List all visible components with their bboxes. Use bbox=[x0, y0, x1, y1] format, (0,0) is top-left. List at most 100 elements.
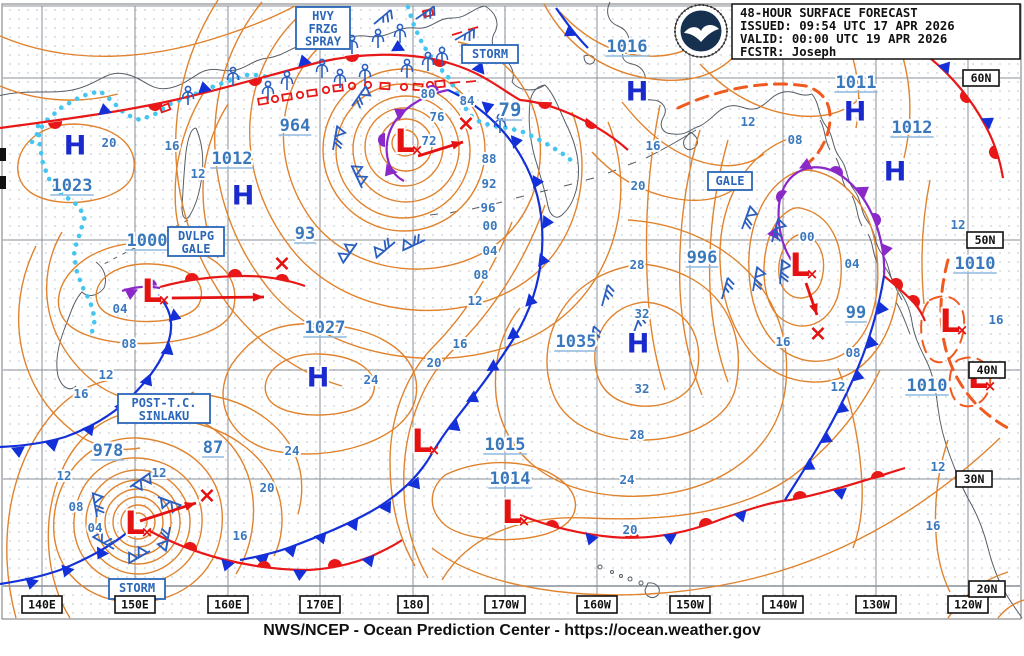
isobar-label: 28 bbox=[629, 427, 644, 442]
longitude-box bbox=[484, 595, 526, 614]
high-symbol: H bbox=[844, 97, 867, 128]
isobar-label: 32 bbox=[634, 381, 649, 396]
isobar-label: 72 bbox=[421, 133, 436, 148]
isobar-label: 32 bbox=[634, 306, 649, 321]
isobar-label: 16 bbox=[988, 312, 1003, 327]
warning-box-label: FRZG bbox=[309, 22, 338, 36]
fronts-gale-low bbox=[766, 157, 927, 501]
lat-lon-labels: 140E 150E 160E 170E 180 170W 160W 150W 140W 130W 1… bbox=[21, 69, 1006, 614]
longitude-box bbox=[397, 595, 429, 614]
isobar-label: 12 bbox=[56, 468, 71, 483]
isobar-label: 20 bbox=[426, 355, 441, 370]
warning-box bbox=[295, 6, 351, 50]
low-x-mark: × bbox=[984, 377, 997, 395]
isobar-label: 08 bbox=[121, 336, 136, 351]
pressure-label: 1016 bbox=[607, 37, 648, 57]
movement-arrow-head bbox=[184, 502, 196, 511]
latitude-box bbox=[962, 69, 1000, 87]
fronts-sinlaku bbox=[0, 529, 403, 592]
isobar-label: 20 bbox=[622, 522, 637, 537]
pressure-label: 1010 bbox=[907, 376, 948, 396]
title-line-2: ISSUED: 09:54 UTC 17 APR 2026 bbox=[740, 19, 955, 33]
cold-front-storm-low bbox=[239, 89, 555, 569]
warning-box-label: GALE bbox=[716, 174, 745, 188]
latitude-label: 60N bbox=[971, 71, 992, 85]
isobar-label: 12 bbox=[467, 293, 482, 308]
isobar-label: 12 bbox=[830, 379, 845, 394]
longitude-label: 130W bbox=[862, 598, 890, 612]
isobar-label: 24 bbox=[363, 372, 378, 387]
low-symbol: L bbox=[125, 504, 145, 542]
longitude-box bbox=[299, 595, 341, 614]
isobar-label: 92 bbox=[481, 176, 496, 191]
longitude-label: 140W bbox=[769, 598, 797, 612]
isobar-label: 08 bbox=[787, 132, 802, 147]
warning-label-boxes: HVYFRZGSPRAYSTORMGALEDVLPGGALEPOST-T.C.S… bbox=[108, 6, 753, 600]
occluded-front-storm-low bbox=[378, 83, 449, 182]
isobar-label: 20 bbox=[101, 135, 116, 150]
isobar-label: 12 bbox=[930, 459, 945, 474]
warning-box-label: STORM bbox=[119, 581, 155, 595]
longitude-label: 150W bbox=[676, 598, 704, 612]
low-symbol: L bbox=[502, 493, 522, 531]
pressure-label: 996 bbox=[687, 248, 718, 268]
high-symbol: H bbox=[884, 157, 907, 188]
map-frame bbox=[1, 3, 1022, 620]
low-x-mark: × bbox=[141, 523, 154, 541]
longitude-label: 170W bbox=[491, 598, 519, 612]
warning-box-label: SPRAY bbox=[305, 35, 342, 49]
footer-caption: NWS/NCEP - Ocean Prediction Center - htt… bbox=[263, 622, 761, 639]
red-x-mark: × bbox=[273, 252, 291, 277]
longitude-label: 120W bbox=[954, 598, 982, 612]
high-symbol: H bbox=[64, 131, 87, 162]
longitude-box bbox=[21, 595, 63, 614]
longitude-box bbox=[947, 595, 989, 614]
longitude-label: 160W bbox=[583, 598, 611, 612]
movement-arrow-head bbox=[809, 303, 818, 315]
ice-edge bbox=[29, 4, 575, 339]
isobar-label: 04 bbox=[112, 301, 127, 316]
latitude-box bbox=[968, 361, 1006, 379]
pressure-label: 1023 bbox=[52, 176, 93, 196]
longitude-box bbox=[669, 595, 711, 614]
warning-box-label: HVY bbox=[312, 9, 334, 23]
pressure-label: 1010 bbox=[955, 254, 996, 274]
forecast-position-marks: × × × × bbox=[139, 110, 829, 523]
movement-arrow-head bbox=[451, 141, 463, 150]
low-symbol: L bbox=[940, 302, 960, 340]
latitude-box bbox=[955, 470, 993, 488]
longitude-box bbox=[207, 595, 249, 614]
latitude-label: 30N bbox=[964, 472, 985, 486]
isobar-label: 04 bbox=[844, 256, 859, 271]
warning-box bbox=[167, 226, 225, 257]
title-line-4: FCSTR: Joseph bbox=[740, 45, 836, 59]
low-symbol: L bbox=[395, 122, 415, 160]
longitude-label: 140E bbox=[28, 598, 56, 612]
movement-arrow-head bbox=[252, 292, 264, 302]
latitude-label: 50N bbox=[975, 233, 996, 247]
warning-box-label: POST-T.C. bbox=[131, 396, 196, 410]
isobar-label: 16 bbox=[164, 138, 179, 153]
left-edge-lat-ticks bbox=[0, 148, 6, 189]
pressure-label: 1000 bbox=[127, 231, 168, 251]
pressure-label: 1035 bbox=[556, 332, 597, 352]
isobar-label: 08 bbox=[68, 499, 83, 514]
isobar-label: 80 bbox=[420, 86, 435, 101]
pressure-label: 79 bbox=[499, 99, 522, 121]
title-line-3: VALID: 00:00 UTC 19 APR 2026 bbox=[740, 32, 947, 46]
low-symbol: L bbox=[412, 422, 432, 460]
latitude-label: 20N bbox=[977, 582, 998, 596]
isobar-label: 12 bbox=[190, 166, 205, 181]
pressure-label: 964 bbox=[280, 116, 311, 136]
isobar-label: 24 bbox=[284, 443, 299, 458]
pressure-label: 1012 bbox=[892, 118, 933, 138]
isobar-label: 12 bbox=[740, 114, 755, 129]
pressure-label: 1015 bbox=[485, 435, 526, 455]
pressure-label: 1014 bbox=[490, 469, 531, 489]
low-symbol: L bbox=[790, 246, 810, 284]
pressure-label: 1011 bbox=[836, 73, 877, 93]
warning-box bbox=[117, 393, 211, 424]
title-line-1: 48-HOUR SURFACE FORECAST bbox=[740, 6, 918, 20]
